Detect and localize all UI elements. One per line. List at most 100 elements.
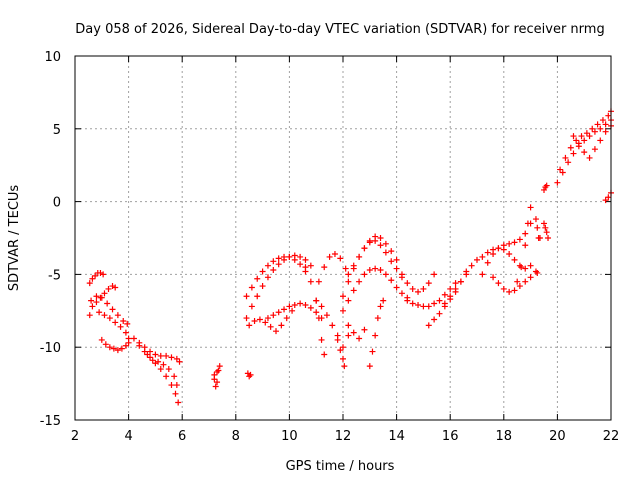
data-series — [532, 216, 543, 241]
y-tick-label: 5 — [53, 123, 61, 138]
data-series — [334, 336, 348, 370]
data-point — [93, 299, 100, 306]
data-point — [323, 312, 330, 319]
data-point — [318, 336, 325, 343]
data-point — [248, 284, 255, 291]
data-point — [543, 229, 550, 236]
data-point — [436, 310, 443, 317]
data-point — [541, 220, 547, 227]
data-point — [212, 383, 219, 390]
data-series — [136, 342, 182, 406]
data-point — [570, 150, 577, 157]
data-point — [372, 265, 379, 272]
data-point — [602, 197, 609, 204]
data-point — [452, 285, 459, 292]
data-point — [264, 274, 271, 281]
data-point — [377, 235, 384, 241]
data-point — [246, 373, 253, 380]
data-point — [516, 236, 523, 243]
data-point — [490, 274, 497, 281]
data-point — [518, 264, 525, 271]
chart-title: Day 058 of 2026, Sidereal Day-to-day VTE… — [75, 22, 604, 37]
data-point — [283, 315, 290, 322]
data-point — [479, 271, 486, 278]
data-point — [340, 344, 346, 351]
data-point — [345, 271, 352, 278]
data-point — [147, 354, 154, 361]
data-point — [259, 268, 266, 275]
data-point — [109, 306, 116, 313]
data-point — [366, 267, 373, 274]
data-point — [409, 285, 416, 292]
data-point — [506, 251, 513, 258]
data-point — [356, 278, 363, 285]
data-point — [307, 262, 314, 269]
data-point — [583, 130, 590, 137]
data-point — [168, 354, 175, 361]
x-tick-label: 20 — [549, 429, 566, 444]
data-point — [511, 239, 518, 246]
data-point — [388, 258, 395, 265]
data-point — [147, 348, 154, 355]
data-point — [331, 251, 338, 258]
data-point — [382, 271, 389, 278]
data-point — [267, 323, 274, 330]
data-point — [345, 297, 352, 304]
data-series — [315, 251, 349, 285]
data-point — [122, 342, 129, 349]
data-point — [500, 246, 507, 253]
data-series — [425, 268, 470, 329]
data-point — [163, 352, 170, 359]
data-point — [246, 322, 253, 329]
data-series — [313, 297, 352, 351]
data-point — [345, 332, 352, 339]
data-series — [441, 256, 480, 307]
data-point — [536, 235, 543, 241]
data-point — [554, 179, 561, 186]
x-axis-ticks: 2 4 6 8 10 12 14 16 18 20 22 — [71, 56, 619, 444]
data-point — [152, 351, 159, 358]
data-point — [393, 256, 400, 263]
data-point — [356, 253, 363, 260]
data-point — [281, 253, 288, 260]
x-tick-label: 8 — [232, 429, 240, 444]
data-point — [165, 366, 172, 373]
data-point — [382, 240, 389, 247]
data-point — [102, 341, 109, 348]
data-series — [88, 293, 131, 327]
data-point — [490, 246, 497, 253]
data-point — [350, 262, 357, 269]
data-point — [321, 264, 328, 271]
data-point — [326, 253, 333, 260]
data-point — [275, 261, 282, 268]
data-point — [369, 348, 376, 355]
data-point — [157, 352, 164, 359]
data-point — [340, 307, 346, 314]
data-point — [388, 248, 395, 255]
data-point — [511, 287, 518, 294]
data-point — [484, 249, 491, 256]
data-point — [527, 262, 534, 269]
data-point — [270, 267, 277, 274]
data-point — [98, 336, 105, 343]
data-point — [264, 315, 271, 322]
data-point — [565, 159, 572, 166]
data-point — [345, 278, 352, 285]
data-point — [98, 294, 105, 301]
data-point — [270, 312, 277, 319]
data-point — [112, 319, 119, 326]
data-point — [251, 317, 258, 324]
data-point — [522, 230, 529, 237]
data-point — [175, 399, 182, 406]
data-point — [415, 301, 422, 308]
data-point — [511, 256, 518, 263]
grid — [75, 56, 611, 420]
data-point — [575, 140, 582, 147]
data-point — [599, 117, 606, 124]
data-point — [534, 269, 541, 276]
data-point — [545, 235, 552, 241]
data-point — [321, 351, 328, 358]
data-point — [149, 357, 156, 364]
data-point — [114, 312, 121, 319]
